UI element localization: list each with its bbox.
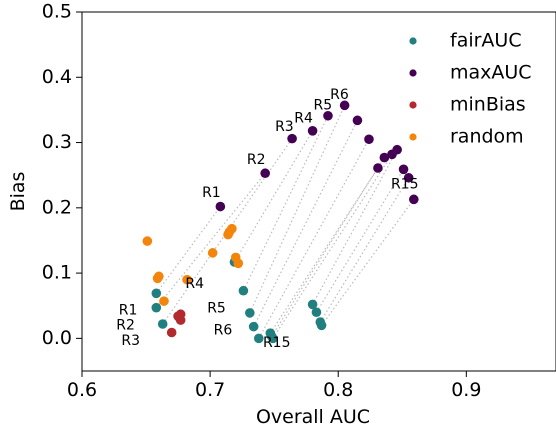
annotation-r2-1: R2 <box>247 152 266 168</box>
connector-lines <box>155 105 415 339</box>
fairAUC-point-14 <box>316 320 327 331</box>
legend-marker-fairAUC <box>409 37 417 45</box>
annotation-r5-11: R5 <box>207 300 226 316</box>
random-point-3 <box>159 296 169 306</box>
x-axis-title: Overall AUC <box>256 406 370 428</box>
x-tick-label-0.9: 0.9 <box>451 379 481 401</box>
maxAUC-point-12 <box>398 164 409 175</box>
connector-line-8 <box>269 167 379 334</box>
annotation-r6-12: R6 <box>214 323 233 339</box>
random-point-10 <box>233 258 244 269</box>
fairAUC-point-10 <box>268 333 278 344</box>
plot-frame <box>81 11 556 372</box>
maxAUC-point-1 <box>260 168 270 179</box>
annotation-r15-6: R15 <box>391 176 419 192</box>
annotation-r1-0: R1 <box>202 185 221 201</box>
connector-line-10 <box>272 153 393 339</box>
legend-label-maxAUC: maxAUC <box>450 62 532 84</box>
x-tick-label-0.7: 0.7 <box>195 379 225 401</box>
fairAUC-point-11 <box>307 299 318 310</box>
legend: fairAUC maxAUC minBias random <box>409 30 532 148</box>
data-points <box>142 100 419 344</box>
minBias-point-4 <box>166 327 177 338</box>
legend-marker-minBias <box>409 101 417 109</box>
y-axis-title: Bias <box>7 172 29 212</box>
random-point-2 <box>152 273 163 284</box>
fairAUC-point-4 <box>238 285 249 296</box>
minBias-point-3 <box>173 311 183 321</box>
y-tick-label-0.2: 0.2 <box>42 196 72 218</box>
y-tick-label-0.5: 0.5 <box>42 1 72 23</box>
annotation-r4-3: R4 <box>294 110 313 126</box>
fairAUC-point-5 <box>245 308 255 318</box>
connector-line-5 <box>249 105 346 314</box>
y-tick-label-0.4: 0.4 <box>42 66 72 88</box>
annotation-r1-8: R1 <box>119 302 138 318</box>
annotation-r3-2: R3 <box>275 119 294 135</box>
fairAUC-point-0 <box>151 288 162 299</box>
random-point-4 <box>182 274 192 285</box>
legend-label-fairAUC: fairAUC <box>450 30 522 52</box>
fairAUC-point-12 <box>311 307 322 318</box>
annotation-r4-7: R4 <box>185 276 204 292</box>
maxAUC-point-2 <box>287 133 297 144</box>
maxAUC-point-11 <box>392 144 402 155</box>
annotation-r5-4: R5 <box>314 97 333 113</box>
fairAUC-point-1 <box>151 302 162 313</box>
legend-marker-maxAUC <box>409 69 417 77</box>
maxAUC-point-9 <box>379 152 390 163</box>
fairAUC-point-6 <box>248 321 259 332</box>
maxAUC-point-6 <box>352 115 363 126</box>
fairAUC-point-2 <box>157 319 168 329</box>
connector-line-3 <box>233 130 314 263</box>
annotation-r2-9: R2 <box>116 317 135 333</box>
maxAUC-point-4 <box>323 110 333 121</box>
connector-line-6 <box>253 120 358 327</box>
connector-line-9 <box>271 157 385 337</box>
maxAUC-point-3 <box>307 125 318 136</box>
maxAUC-point-14 <box>409 194 419 205</box>
maxAUC-point-7 <box>364 134 374 145</box>
annotation-r6-5: R6 <box>330 87 349 103</box>
connector-line-4 <box>242 115 329 291</box>
random-point-5 <box>207 248 218 258</box>
maxAUC-point-0 <box>215 201 226 212</box>
connector-line-11 <box>312 149 398 305</box>
y-tick-label-0.1: 0.1 <box>42 262 72 284</box>
legend-marker-random <box>409 133 417 141</box>
legend-label-minBias: minBias <box>450 94 526 116</box>
connector-line-1 <box>155 172 266 309</box>
annotation-r15-13: R15 <box>263 335 291 351</box>
connector-line-14 <box>321 198 415 326</box>
x-tick-label-0.8: 0.8 <box>323 379 353 401</box>
annotation-r3-10: R3 <box>121 333 140 349</box>
maxAUC-point-5 <box>339 100 350 111</box>
connector-line-13 <box>319 177 410 323</box>
y-tick-label-0.3: 0.3 <box>42 131 72 153</box>
maxAUC-point-13 <box>403 172 414 183</box>
y-axis-ticks: 0.0 0.1 0.2 0.3 0.4 0.5 <box>42 1 82 349</box>
random-point-0 <box>142 236 153 246</box>
maxAUC-point-8 <box>373 163 383 173</box>
x-axis-ticks: 0.6 0.7 0.8 0.9 <box>67 371 481 401</box>
legend-label-random: random <box>450 126 524 148</box>
x-tick-label-0.6: 0.6 <box>67 379 97 401</box>
y-tick-label-0.0: 0.0 <box>42 327 72 349</box>
random-point-8 <box>227 223 237 234</box>
fairAUC-point-7 <box>253 333 264 344</box>
